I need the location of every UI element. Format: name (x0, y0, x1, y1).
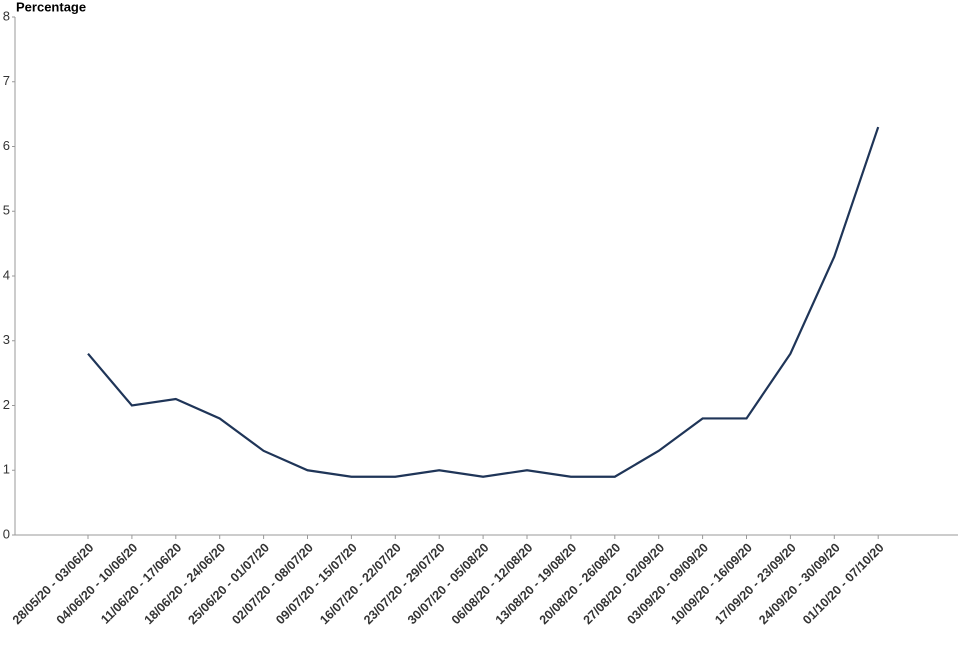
y-tick-label: 5 (3, 203, 10, 218)
y-tick-label: 4 (3, 267, 10, 282)
x-tick-label: 23/07/20 - 29/07/20 (361, 541, 448, 628)
y-tick-label: 7 (3, 73, 10, 88)
x-tick-label: 28/05/20 - 03/06/20 (10, 541, 97, 628)
x-tick-label: 09/07/20 - 15/07/20 (273, 541, 360, 628)
y-tick-label: 0 (3, 526, 10, 541)
y-tick-label: 6 (3, 138, 10, 153)
x-tick-label: 27/08/20 - 02/09/20 (581, 541, 668, 628)
x-tick-label: 25/06/20 - 01/07/20 (185, 541, 272, 628)
x-tick-label: 02/07/20 - 08/07/20 (229, 541, 316, 628)
x-tick-label: 20/08/20 - 26/08/20 (537, 541, 624, 628)
x-tick-label: 17/09/20 - 23/09/20 (712, 541, 799, 628)
x-tick-label: 04/06/20 - 10/06/20 (54, 541, 141, 628)
x-tick-label: 18/06/20 - 24/06/20 (142, 541, 229, 628)
x-tick-label: 01/10/20 - 07/10/20 (800, 541, 887, 628)
line (87, 126, 880, 478)
x-tick-label: 11/06/20 - 17/06/20 (98, 541, 184, 627)
x-tick-label: 16/07/20 - 22/07/20 (317, 541, 404, 628)
x-tick-label: 10/09/20 - 16/09/20 (668, 541, 755, 628)
x-tick-label: 30/07/20 - 05/08/20 (405, 541, 492, 628)
y-tick-label: 2 (3, 397, 10, 412)
x-tick-label: 13/08/20 - 19/08/20 (493, 541, 580, 628)
y-tick-label: 3 (3, 332, 10, 347)
y-tick-label: 1 (3, 462, 10, 477)
y-axis-title: Percentage (16, 0, 86, 14)
x-tick-label: 03/09/20 - 09/09/20 (624, 541, 711, 628)
x-tick-label: 24/09/20 - 30/09/20 (756, 541, 843, 628)
y-tick-label: 8 (3, 8, 10, 23)
x-tick-label: 06/08/20 - 12/08/20 (449, 541, 536, 628)
